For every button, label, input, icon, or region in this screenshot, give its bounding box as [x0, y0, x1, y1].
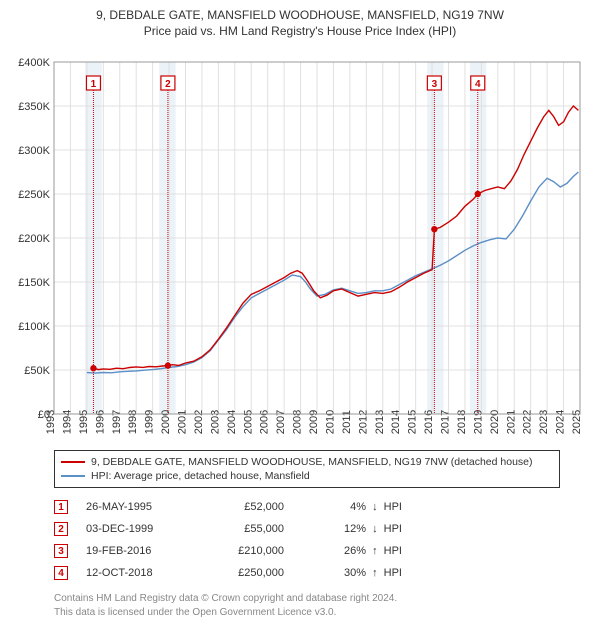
- event-delta: 4% ↓ HPI: [302, 501, 402, 513]
- svg-text:2015: 2015: [407, 410, 419, 434]
- svg-text:2019: 2019: [472, 410, 484, 434]
- svg-text:1997: 1997: [111, 410, 123, 434]
- svg-text:1998: 1998: [127, 410, 139, 434]
- legend-label: 9, DEBDALE GATE, MANSFIELD WOODHOUSE, MA…: [91, 456, 533, 468]
- svg-text:2: 2: [165, 79, 171, 90]
- event-price: £52,000: [204, 501, 284, 513]
- event-date: 26-MAY-1995: [86, 501, 186, 513]
- events-table: 1 26-MAY-1995 £52,000 4% ↓ HPI 2 03-DEC-1999 £…: [54, 496, 560, 584]
- event-number-badge: 1: [54, 500, 68, 514]
- svg-text:£400K: £400K: [18, 57, 50, 69]
- event-number-badge: 3: [54, 544, 68, 558]
- svg-text:2018: 2018: [456, 410, 468, 434]
- legend-swatch: [61, 461, 85, 463]
- event-number-badge: 2: [54, 522, 68, 536]
- event-row: 3 19-FEB-2016 £210,000 26% ↑ HPI: [54, 540, 560, 562]
- event-delta: 12% ↓ HPI: [302, 523, 402, 535]
- footer-line: This data is licensed under the Open Gov…: [54, 606, 560, 620]
- svg-text:2001: 2001: [177, 410, 189, 434]
- event-delta: 30% ↑ HPI: [302, 567, 402, 579]
- svg-text:2005: 2005: [242, 410, 254, 434]
- footer-line: Contains HM Land Registry data © Crown c…: [54, 592, 560, 606]
- legend-label: HPI: Average price, detached house, Mans…: [91, 470, 310, 482]
- line-chart: £0£50K£100K£150K£200K£250K£300K£350K£400…: [10, 44, 590, 444]
- svg-text:£250K: £250K: [18, 189, 50, 201]
- legend: 9, DEBDALE GATE, MANSFIELD WOODHOUSE, MA…: [54, 450, 560, 488]
- svg-text:£150K: £150K: [18, 277, 50, 289]
- svg-text:2023: 2023: [538, 410, 550, 434]
- svg-text:2007: 2007: [275, 410, 287, 434]
- svg-text:2012: 2012: [357, 410, 369, 434]
- svg-text:2024: 2024: [555, 410, 567, 434]
- title-sub: Price paid vs. HM Land Registry's House …: [10, 24, 590, 38]
- svg-text:2021: 2021: [505, 410, 517, 434]
- svg-text:2014: 2014: [390, 410, 402, 434]
- chart-titles: 9, DEBDALE GATE, MANSFIELD WOODHOUSE, MA…: [10, 8, 590, 38]
- svg-text:2010: 2010: [324, 410, 336, 434]
- svg-text:2017: 2017: [440, 410, 452, 434]
- svg-text:4: 4: [475, 79, 481, 90]
- svg-text:2020: 2020: [489, 410, 501, 434]
- svg-text:2008: 2008: [292, 410, 304, 434]
- svg-text:1993: 1993: [45, 410, 57, 434]
- event-price: £250,000: [204, 567, 284, 579]
- legend-item: 9, DEBDALE GATE, MANSFIELD WOODHOUSE, MA…: [61, 455, 553, 469]
- svg-text:1996: 1996: [94, 410, 106, 434]
- legend-item: HPI: Average price, detached house, Mans…: [61, 469, 553, 483]
- event-date: 03-DEC-1999: [86, 523, 186, 535]
- svg-text:2003: 2003: [209, 410, 221, 434]
- event-price: £210,000: [204, 545, 284, 557]
- svg-text:2006: 2006: [259, 410, 271, 434]
- event-delta: 26% ↑ HPI: [302, 545, 402, 557]
- svg-text:2016: 2016: [423, 410, 435, 434]
- svg-text:2002: 2002: [193, 410, 205, 434]
- svg-text:1: 1: [91, 79, 97, 90]
- svg-text:£350K: £350K: [18, 101, 50, 113]
- event-number-badge: 4: [54, 566, 68, 580]
- event-row: 4 12-OCT-2018 £250,000 30% ↑ HPI: [54, 562, 560, 584]
- event-date: 12-OCT-2018: [86, 567, 186, 579]
- event-price: £55,000: [204, 523, 284, 535]
- svg-text:2013: 2013: [374, 410, 386, 434]
- svg-text:1995: 1995: [78, 410, 90, 434]
- svg-text:1999: 1999: [144, 410, 156, 434]
- svg-text:£100K: £100K: [18, 321, 50, 333]
- legend-swatch: [61, 475, 85, 477]
- svg-text:2009: 2009: [308, 410, 320, 434]
- svg-text:£300K: £300K: [18, 145, 50, 157]
- svg-text:£50K: £50K: [24, 365, 50, 377]
- svg-text:2000: 2000: [160, 410, 172, 434]
- title-main: 9, DEBDALE GATE, MANSFIELD WOODHOUSE, MA…: [10, 8, 590, 22]
- svg-text:2004: 2004: [226, 410, 238, 434]
- footer-attribution: Contains HM Land Registry data © Crown c…: [54, 592, 560, 619]
- svg-text:2025: 2025: [571, 410, 583, 434]
- svg-text:3: 3: [432, 79, 438, 90]
- svg-text:£200K: £200K: [18, 233, 50, 245]
- svg-text:2022: 2022: [522, 410, 534, 434]
- event-row: 2 03-DEC-1999 £55,000 12% ↓ HPI: [54, 518, 560, 540]
- event-date: 19-FEB-2016: [86, 545, 186, 557]
- chart-area: £0£50K£100K£150K£200K£250K£300K£350K£400…: [10, 44, 590, 444]
- svg-text:1994: 1994: [61, 410, 73, 434]
- event-row: 1 26-MAY-1995 £52,000 4% ↓ HPI: [54, 496, 560, 518]
